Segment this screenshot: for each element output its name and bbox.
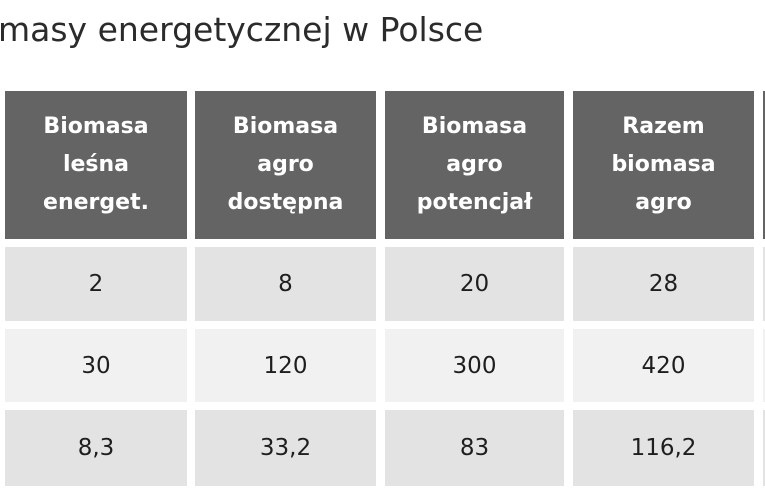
column-header-agro-total: Razem biomasa agro [573, 91, 754, 239]
table-cell: 116,2 [573, 410, 754, 486]
column-header-forest-biomass: Biomasa leśna energet. [5, 91, 187, 239]
page-title: masy energetycznej w Polsce [0, 10, 484, 49]
column-header-agro-available: Biomasa agro dostępna [195, 91, 376, 239]
table-cell: 300 [385, 329, 564, 402]
next-column-cell-edge [763, 410, 765, 486]
table-cell: 8,3 [5, 410, 187, 486]
table-cell: 33,2 [195, 410, 376, 486]
table-cell: 420 [573, 329, 754, 402]
next-column-cell-edge [763, 247, 765, 321]
table-cell: 120 [195, 329, 376, 402]
table-cell: 8 [195, 247, 376, 321]
table-cell: 30 [5, 329, 187, 402]
table-cell: 83 [385, 410, 564, 486]
table-cell: 2 [5, 247, 187, 321]
table-cell: 28 [573, 247, 754, 321]
next-column-header-edge [763, 91, 765, 239]
next-column-cell-edge [763, 329, 765, 402]
table-cell: 20 [385, 247, 564, 321]
column-header-agro-potential: Biomasa agro potencjał [385, 91, 564, 239]
